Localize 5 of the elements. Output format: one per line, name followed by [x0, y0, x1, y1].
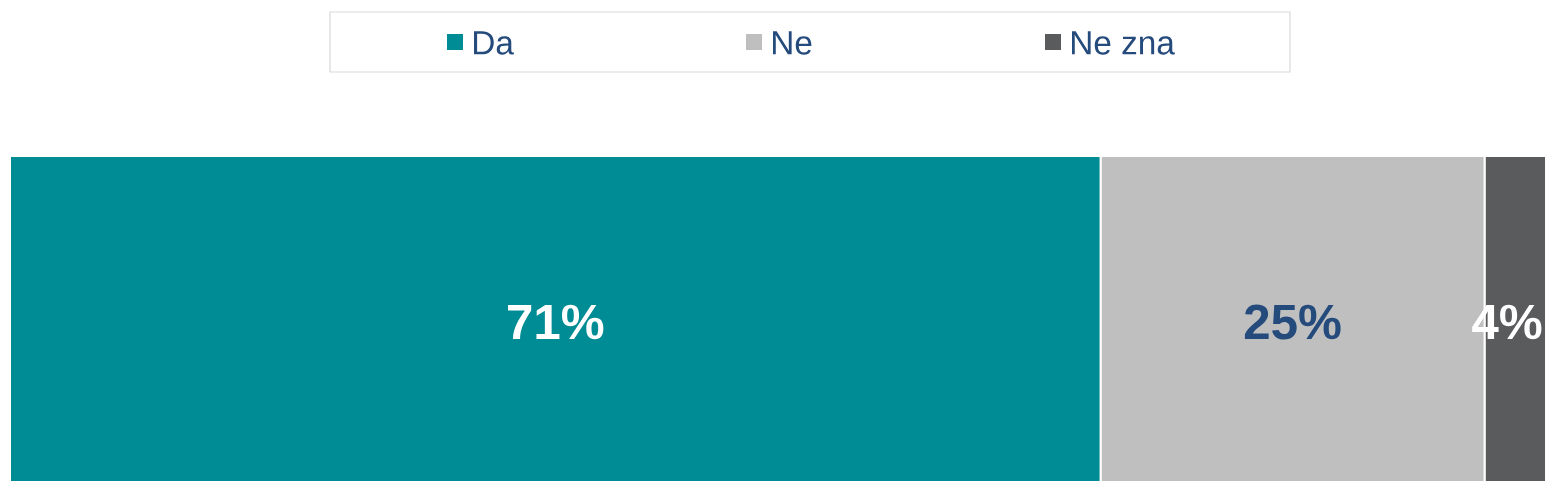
legend-label: Da — [474, 31, 514, 55]
legend-label: Ne — [773, 31, 812, 55]
data-label: 25% — [1244, 304, 1341, 340]
legend-label: Ne zna — [1072, 31, 1175, 55]
data-label: 71% — [508, 304, 604, 340]
